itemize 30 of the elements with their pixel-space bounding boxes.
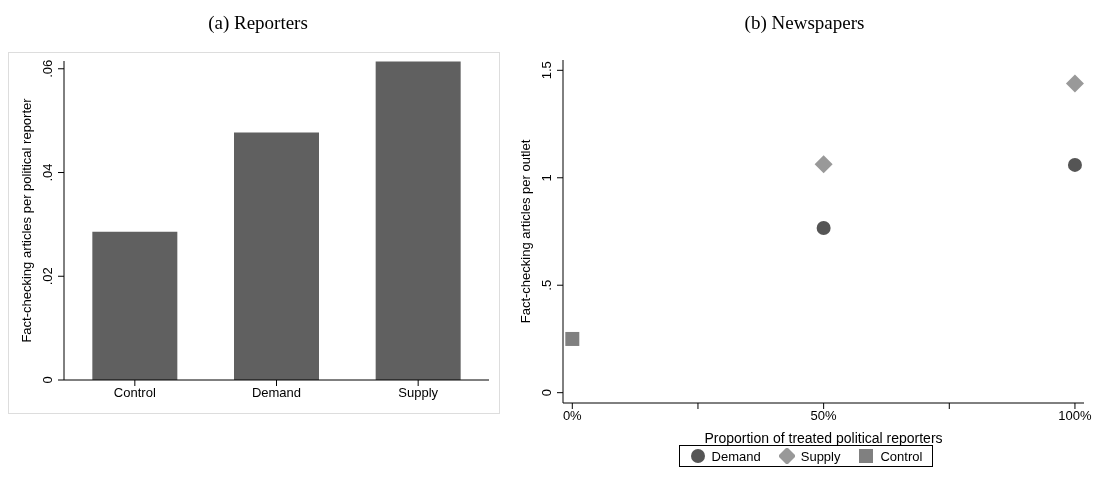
bar	[234, 132, 319, 380]
point	[814, 155, 833, 174]
legend-label: Control	[880, 448, 923, 464]
chart-title: (b) Newspapers	[743, 11, 866, 35]
x-tick-label: 100%	[1058, 408, 1093, 424]
y-tick-label: .5	[539, 279, 554, 291]
point	[565, 331, 580, 346]
x-tick-label: 50%	[810, 408, 838, 424]
bar	[375, 61, 461, 380]
y-tick-label: .02	[40, 267, 55, 286]
y-axis-title: Fact-checking articles per political reporter	[18, 97, 34, 343]
y-tick-label: 1.5	[539, 61, 554, 80]
y-axis-title: Fact-checking articles per outlet	[517, 139, 533, 324]
x-tick-label: Demand	[251, 385, 302, 401]
point	[1067, 157, 1082, 172]
x-tick-label: Supply	[398, 385, 439, 401]
y-tick-label: 1	[539, 174, 554, 182]
x-axis-title: Proportion of treated political reporters	[704, 430, 943, 446]
y-tick-label: .06	[40, 59, 55, 78]
bar	[92, 231, 178, 380]
x-tick-label: Control	[113, 385, 156, 401]
chart-title: (a) Reporters	[207, 11, 309, 35]
y-tick-label: 0	[539, 389, 554, 397]
legend-label: Demand	[711, 448, 761, 464]
point	[816, 221, 831, 236]
point	[1065, 74, 1084, 93]
x-tick-label: 0%	[562, 408, 583, 424]
y-tick-label: .04	[40, 163, 55, 182]
y-tick-label: 0	[40, 376, 55, 384]
legend-label: Supply	[800, 448, 841, 464]
